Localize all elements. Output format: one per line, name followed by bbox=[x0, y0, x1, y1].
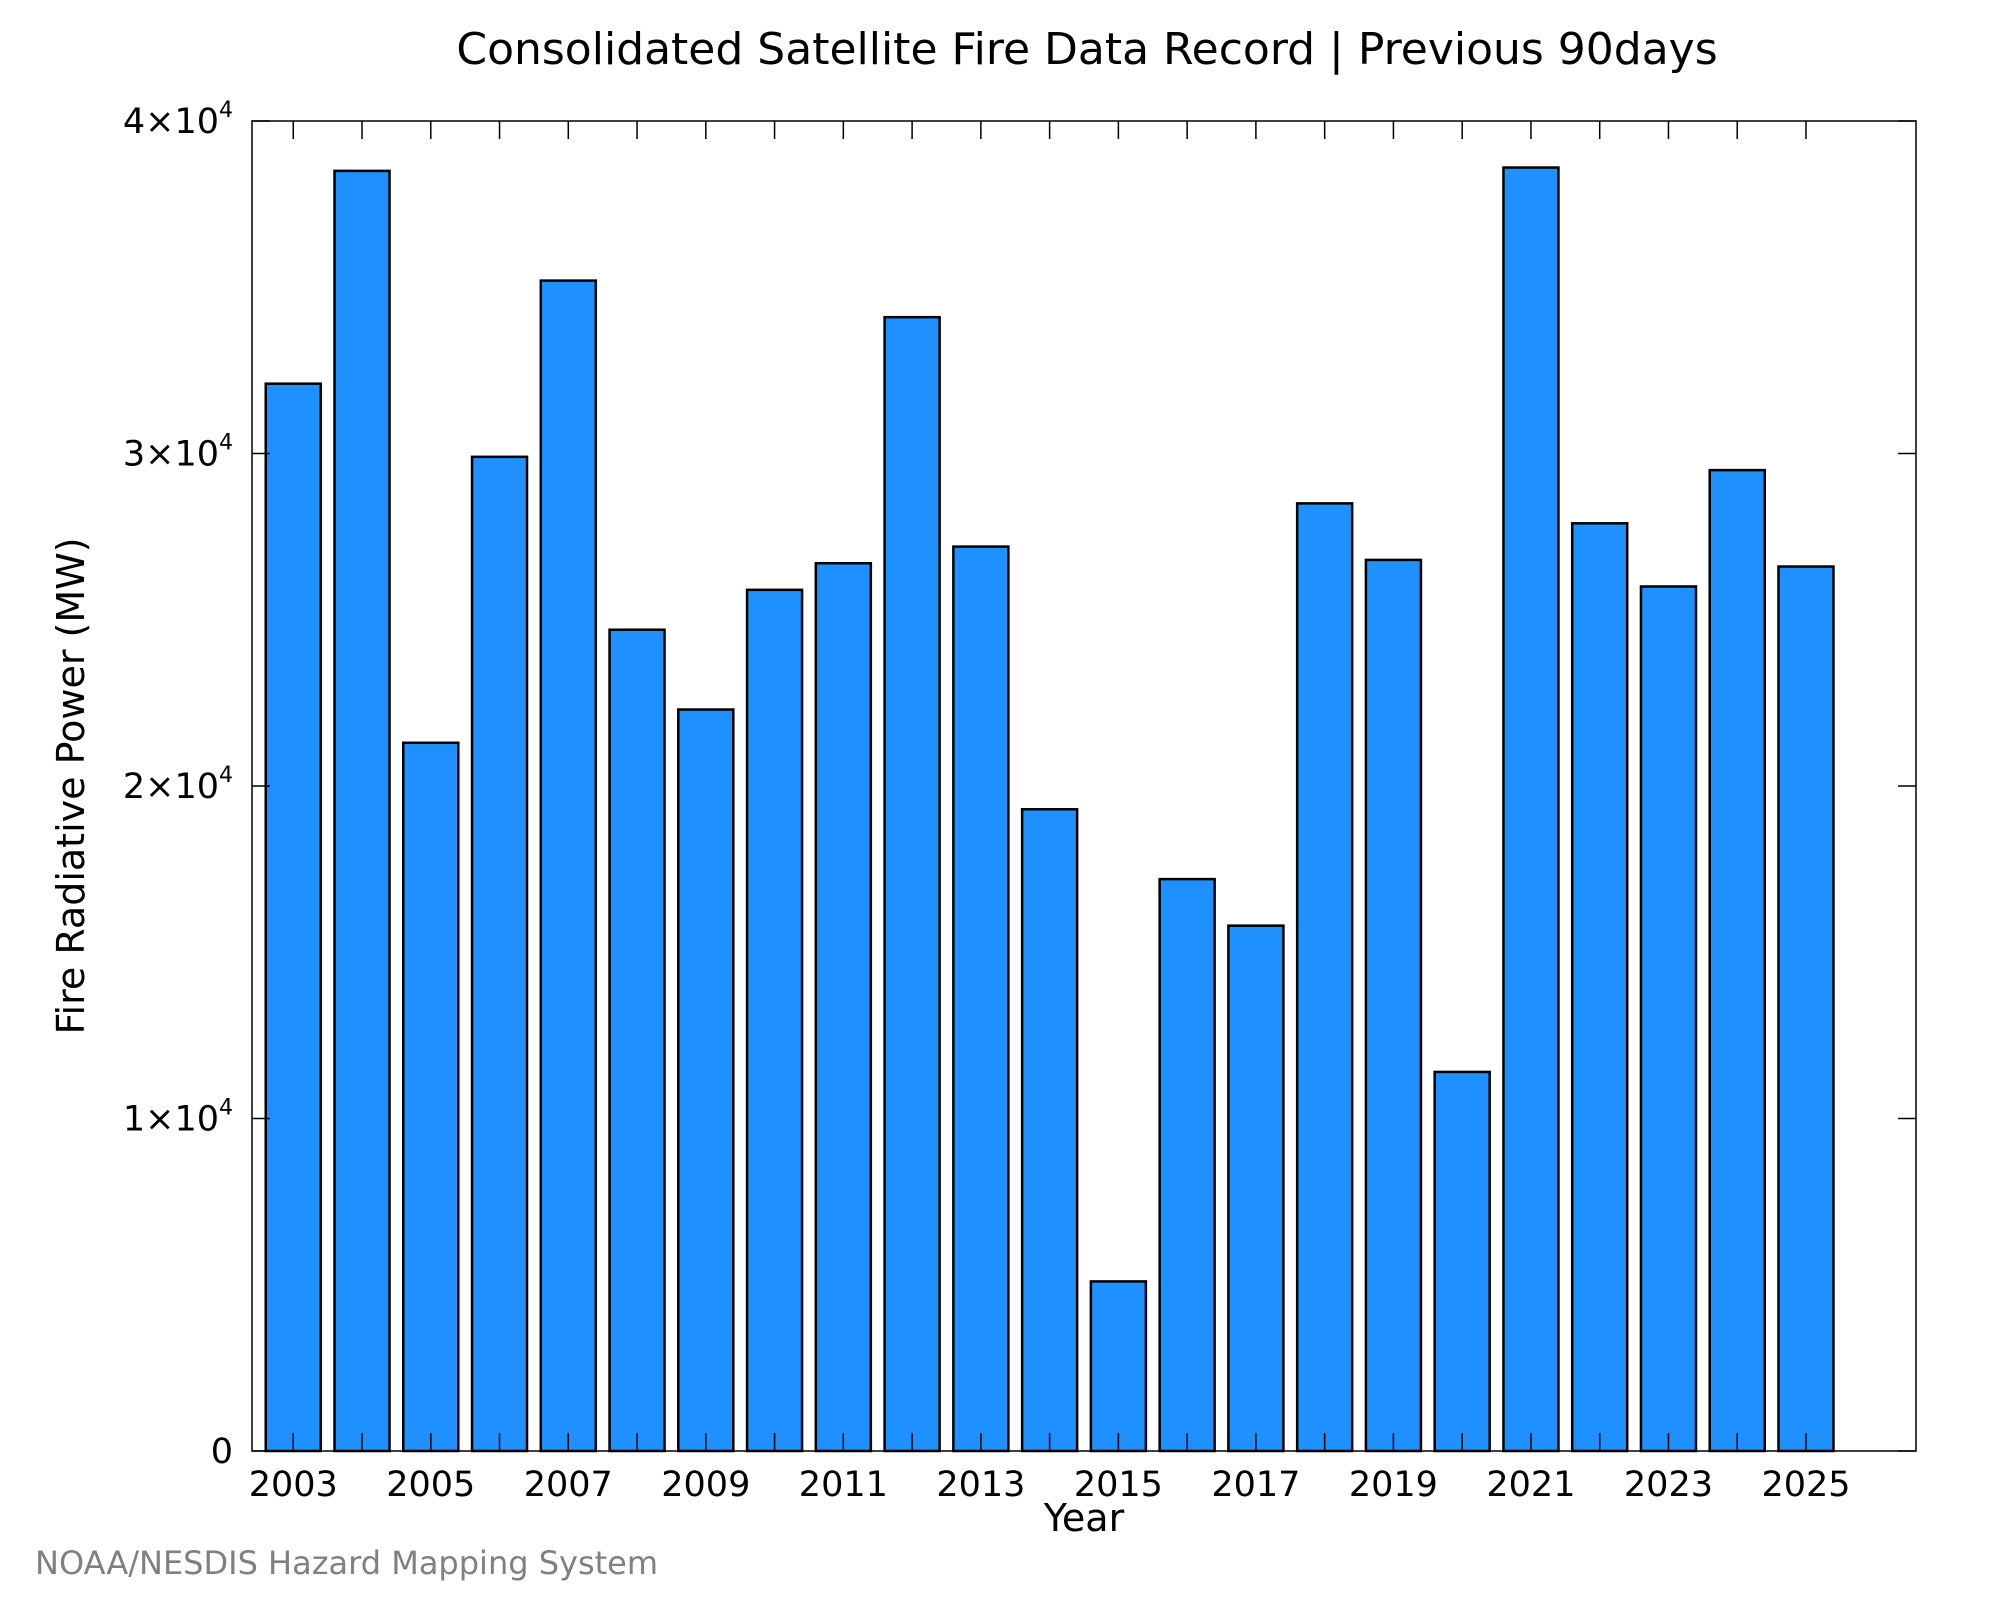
bar-2005 bbox=[402, 741, 460, 1453]
y-axis-label: Fire Radiative Power (MW) bbox=[49, 537, 93, 1034]
bar-2024 bbox=[1708, 468, 1766, 1453]
bar-2019 bbox=[1364, 558, 1423, 1453]
axis-ticks bbox=[252, 120, 1916, 1452]
x-axis-label: Year bbox=[1043, 1496, 1125, 1540]
x-tick-label: 2013 bbox=[936, 1465, 1025, 1505]
x-tick-label: 2025 bbox=[1761, 1465, 1850, 1505]
x-tick-label: 2019 bbox=[1349, 1465, 1438, 1505]
y-tick-label: 0 bbox=[211, 1432, 233, 1472]
y-tick-labels: 0 1×104 2×104 3×104 4×104 bbox=[123, 98, 233, 1472]
bar-2021 bbox=[1502, 166, 1560, 1453]
y-tick-label: 3×104 bbox=[123, 431, 233, 475]
bar-2017 bbox=[1227, 924, 1285, 1453]
y-tick-label: 1×104 bbox=[123, 1096, 233, 1140]
x-tick-label: 2011 bbox=[799, 1465, 888, 1505]
bar-2013 bbox=[952, 545, 1010, 1453]
x-tick-label: 2023 bbox=[1624, 1465, 1713, 1505]
bar-2025 bbox=[1777, 565, 1835, 1453]
x-tick-label: 2003 bbox=[249, 1465, 338, 1505]
x-tick-label: 2015 bbox=[1074, 1465, 1163, 1505]
bar-2023 bbox=[1639, 585, 1698, 1453]
bar-2015 bbox=[1089, 1280, 1148, 1453]
bar-2012 bbox=[883, 315, 941, 1453]
x-tick-label: 2017 bbox=[1211, 1465, 1300, 1505]
bar-2011 bbox=[814, 561, 873, 1453]
bar-2009 bbox=[677, 708, 735, 1453]
y-tick-label: 2×104 bbox=[123, 763, 233, 807]
bar-2006 bbox=[470, 455, 529, 1453]
credit-text: NOAA/NESDIS Hazard Mapping System bbox=[35, 1544, 658, 1582]
bar-2018 bbox=[1295, 502, 1354, 1453]
y-tick-label: 4×104 bbox=[123, 98, 233, 142]
bar-2008 bbox=[608, 628, 666, 1453]
bar-2007 bbox=[539, 279, 598, 1453]
x-tick-label: 2009 bbox=[661, 1465, 750, 1505]
bar-2020 bbox=[1433, 1070, 1491, 1453]
x-tick-labels: 2003 2005 2007 2009 2011 2013 2015 2017 2019 2021… bbox=[249, 1465, 1851, 1505]
x-tick-label: 2021 bbox=[1486, 1465, 1575, 1505]
bars-group bbox=[264, 166, 1835, 1453]
bar-2010 bbox=[745, 588, 804, 1453]
x-tick-label: 2005 bbox=[386, 1465, 475, 1505]
bar-2014 bbox=[1020, 808, 1079, 1453]
x-tick-label: 2007 bbox=[524, 1465, 613, 1505]
chart-title: Consolidated Satellite Fire Data Record … bbox=[456, 24, 1717, 75]
bar-2003 bbox=[264, 382, 323, 1453]
bar-2022 bbox=[1570, 522, 1629, 1453]
bar-2016 bbox=[1158, 877, 1216, 1453]
bar-2004 bbox=[333, 169, 391, 1453]
